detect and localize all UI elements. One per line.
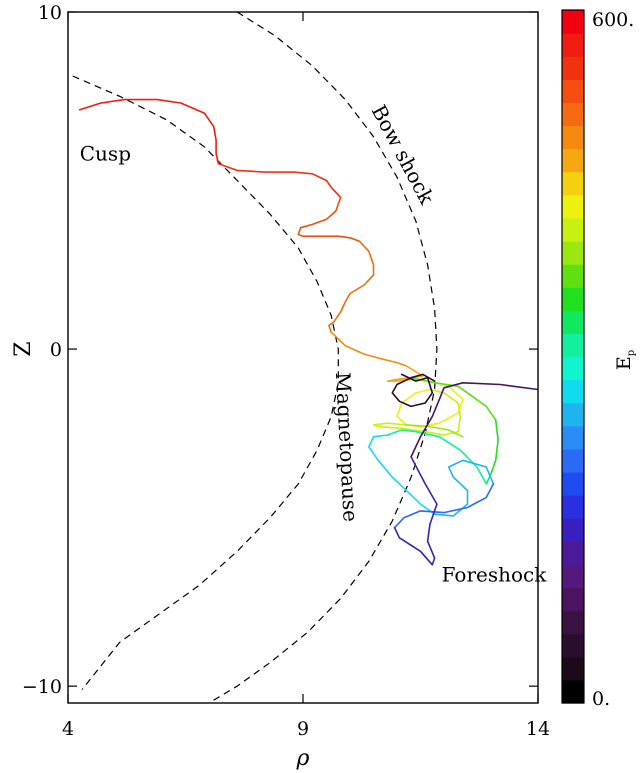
trajectory-segment bbox=[405, 424, 464, 438]
trajectory-segment bbox=[393, 483, 495, 529]
trajectory-segment bbox=[386, 365, 424, 382]
colorbar-swatch bbox=[562, 356, 584, 381]
colorbar-swatch bbox=[562, 633, 584, 658]
colorbar-swatch bbox=[562, 33, 584, 57]
colorbar-swatch bbox=[562, 679, 584, 704]
y-axis-title: Z bbox=[11, 341, 36, 356]
colorbar-swatch bbox=[562, 333, 584, 358]
colorbar-swatch bbox=[562, 79, 584, 103]
axis-ticks: 4 9 14 10 0 −10 bbox=[22, 2, 550, 740]
colorbar-swatch bbox=[562, 425, 584, 450]
colorbar-swatch bbox=[562, 287, 584, 311]
trajectory-segment bbox=[372, 388, 462, 436]
trajectory-segment bbox=[396, 378, 464, 428]
boundary-curves bbox=[72, 12, 438, 703]
colorbar-swatch bbox=[562, 610, 584, 635]
x-axis-title: ρ bbox=[296, 746, 310, 771]
colorbar-swatch bbox=[562, 10, 584, 34]
colorbar-swatch bbox=[562, 472, 584, 496]
trajectory-segment bbox=[217, 162, 342, 199]
colorbar-title-main: E bbox=[613, 356, 635, 370]
colorbar-swatch bbox=[562, 102, 584, 127]
colorbar-swatch bbox=[562, 448, 584, 473]
colorbar-swatch bbox=[562, 217, 584, 242]
colorbar-swatch bbox=[562, 241, 584, 265]
colorbar bbox=[561, 9, 585, 704]
y-tick-label: −10 bbox=[22, 676, 62, 698]
colorbar-swatch bbox=[562, 56, 584, 80]
y-tick-label: 0 bbox=[50, 339, 62, 361]
colorbar-swatch bbox=[562, 264, 584, 288]
colorbar-swatch bbox=[562, 171, 584, 196]
colorbar-swatch bbox=[562, 541, 584, 565]
colorbar-swatch bbox=[562, 379, 584, 404]
trajectory-segment bbox=[410, 382, 538, 458]
trajectory-segment bbox=[368, 434, 436, 515]
colorbar-swatch bbox=[562, 587, 584, 612]
colorbar-max-label: 600. bbox=[592, 9, 634, 31]
colorbar-swatch bbox=[562, 564, 584, 589]
trajectory-segment bbox=[410, 376, 497, 421]
trajectory-segment bbox=[490, 419, 499, 475]
colorbar-frame bbox=[561, 9, 585, 704]
colorbar-swatch bbox=[562, 194, 584, 219]
trajectory-segment bbox=[393, 456, 438, 566]
colorbar-swatch bbox=[562, 125, 584, 150]
bow-shock-curve bbox=[208, 12, 438, 703]
trajectory-segment bbox=[386, 429, 488, 485]
colorbar-swatch bbox=[562, 402, 584, 427]
colorbar-swatch bbox=[562, 518, 584, 542]
colorbar-min-label: 0. bbox=[592, 688, 610, 710]
trajectory-segment bbox=[433, 459, 495, 517]
annotation-foreshock: Foreshock bbox=[442, 563, 548, 587]
trajectory-segment bbox=[79, 98, 220, 165]
particle-trajectory bbox=[79, 98, 538, 566]
colorbar-swatch bbox=[562, 495, 584, 519]
trajectory-segment bbox=[330, 331, 408, 367]
trajectory-segment bbox=[297, 196, 361, 242]
trajectory-segment bbox=[391, 373, 436, 408]
colorbar-title: Ep bbox=[613, 350, 637, 370]
annotation-cusp: Cusp bbox=[80, 141, 131, 165]
x-tick-label: 4 bbox=[62, 718, 74, 740]
trajectory-segment bbox=[328, 240, 375, 333]
colorbar-swatch bbox=[562, 148, 584, 173]
colorbar-swatch bbox=[562, 310, 584, 334]
y-tick-label: 10 bbox=[38, 2, 62, 24]
colorbar-swatch bbox=[562, 656, 584, 681]
x-tick-label: 14 bbox=[526, 718, 550, 740]
x-tick-label: 9 bbox=[297, 718, 309, 740]
magnetopause-curve bbox=[72, 75, 339, 690]
colorbar-title-subscript: p bbox=[626, 350, 637, 356]
